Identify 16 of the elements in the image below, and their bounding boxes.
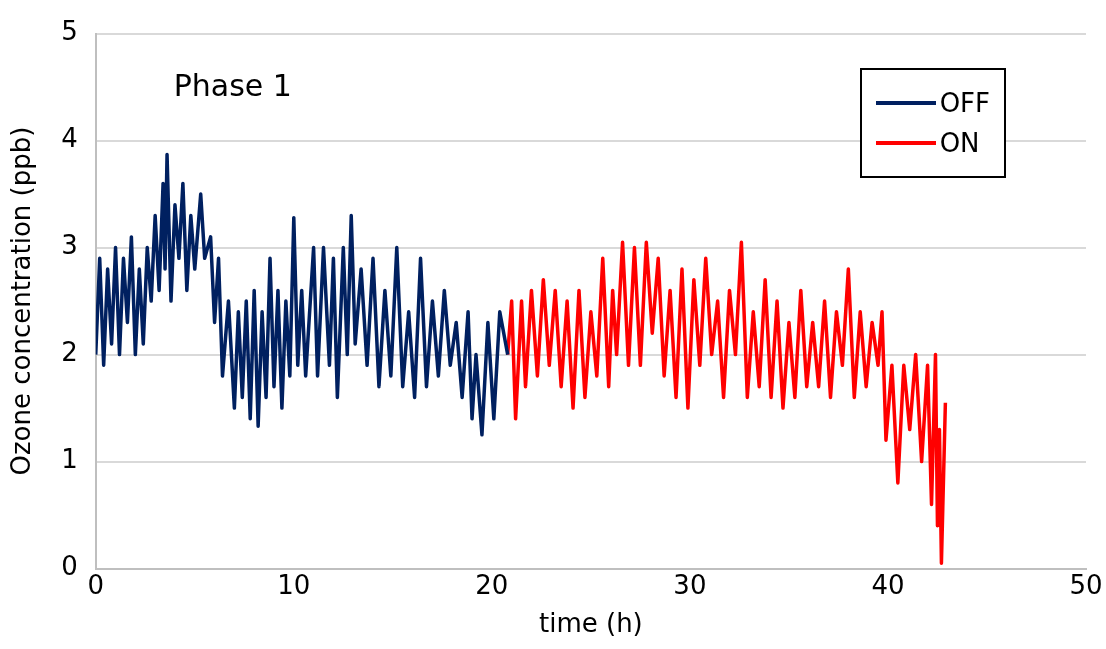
y-axis-title: Ozone concentration (ppb) [6,126,37,476]
legend-label: ON [939,127,980,158]
legend-label: OFF [939,87,990,118]
x-tick-label: 50 [1069,569,1103,600]
x-tick-label: 0 [87,569,105,600]
y-tick-label: 1 [61,444,78,475]
y-tick-label: 3 [61,230,78,261]
annotation: Phase 1 [173,67,292,103]
x-axis-title: time (h) [538,608,643,639]
x-tick-label: 40 [871,569,905,600]
x-tick-label: 30 [673,569,707,600]
y-tick-label: 5 [61,16,78,47]
y-tick-label: 4 [61,123,78,154]
x-tick-label: 20 [475,569,509,600]
x-tick-label: 10 [277,569,311,600]
y-tick-label: 2 [61,337,78,368]
